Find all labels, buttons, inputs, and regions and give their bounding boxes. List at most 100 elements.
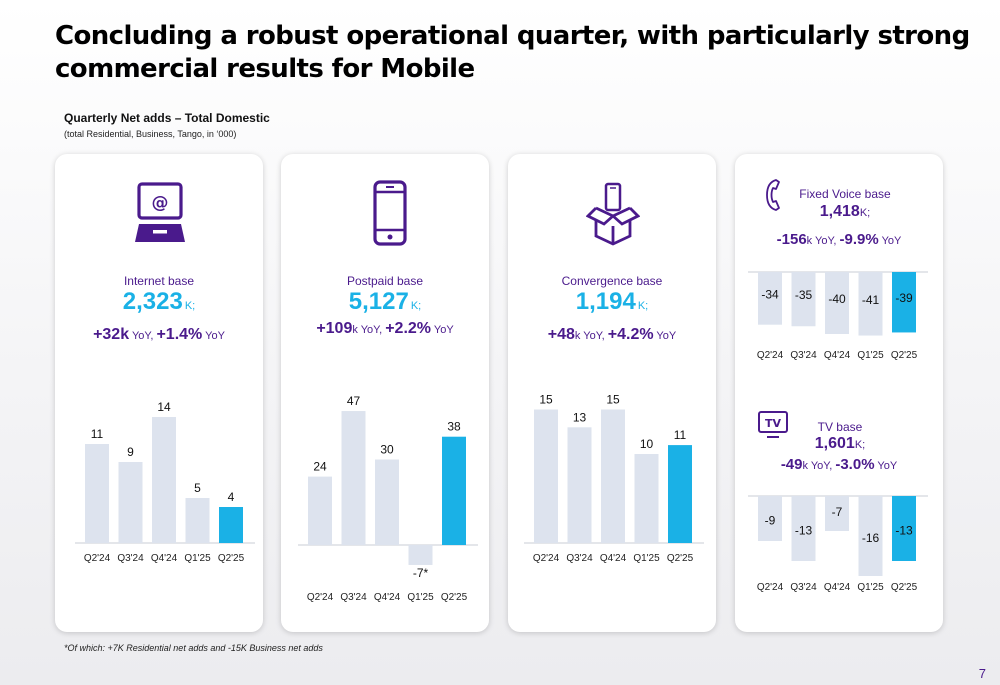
category-label: Q1'25 xyxy=(407,592,434,603)
bar-Q424 xyxy=(825,272,849,334)
internet-base-label: Internet base xyxy=(123,274,195,288)
postpaid-base-label: Postpaid base xyxy=(346,274,424,288)
svg-text:TV: TV xyxy=(765,417,782,430)
category-label: Q3'24 xyxy=(790,350,817,361)
value-label: -13 xyxy=(895,524,913,538)
category-label: Q2'25 xyxy=(667,553,694,564)
bar-Q225 xyxy=(892,272,916,333)
category-label: Q4'24 xyxy=(824,350,851,361)
bar-Q225 xyxy=(219,507,243,543)
bar-Q324 xyxy=(791,272,816,327)
convergence-net-adds-chart: 15 Q2'24 13 Q3'24 15 Q4'24 10 Q1'25 11 Q2'25 xyxy=(524,393,704,564)
svg-text:@: @ xyxy=(152,193,169,213)
postpaid-base-value: 5,127 K; xyxy=(348,288,422,315)
value-label: -41 xyxy=(862,293,880,307)
category-label: Q4'24 xyxy=(824,582,851,593)
category-label: Q2'25 xyxy=(218,553,245,564)
phone-icon xyxy=(765,178,781,217)
bar-Q125 xyxy=(408,545,433,565)
value-label: -7* xyxy=(413,566,429,580)
voice-yoy: -156k YoY, -9.9% YoY xyxy=(776,231,902,248)
bar-Q424 xyxy=(601,409,625,543)
value-label: 13 xyxy=(573,410,587,424)
category-label: Q3'24 xyxy=(340,592,367,603)
section-subnote: (total Residential, Business, Tango, in … xyxy=(64,129,237,139)
bar-Q125 xyxy=(858,496,883,576)
bar-Q324 xyxy=(791,496,816,561)
voice-base-label: Fixed Voice base xyxy=(799,187,891,201)
category-label: Q2'24 xyxy=(84,553,111,564)
bar-Q224 xyxy=(308,476,332,545)
category-label: Q2'25 xyxy=(891,350,918,361)
value-label: 47 xyxy=(347,394,361,408)
convergence-card: Convergence base 1,194 K; +48k YoY, +4.2%… xyxy=(508,154,716,632)
value-label: -34 xyxy=(761,287,779,301)
postpaid-yoy: +109k YoY, +2.2% YoY xyxy=(316,320,454,337)
bar-Q225 xyxy=(442,436,466,545)
bar-Q125 xyxy=(858,272,883,336)
bar-Q424 xyxy=(152,417,176,543)
tv-base-label: TV base xyxy=(817,420,863,434)
voice-net-adds-chart: -34 Q2'24 -35 Q3'24 -40 Q4'24 -41 Q1'25 -39 Q2'25 xyxy=(748,271,928,361)
bar-Q225 xyxy=(668,445,692,543)
value-label: -39 xyxy=(895,291,913,305)
value-label: -40 xyxy=(828,292,846,306)
internet-net-adds-chart: 11 Q2'24 9 Q3'24 14 Q4'24 5 Q1'25 4 Q2'25 xyxy=(75,400,255,564)
category-label: Q4'24 xyxy=(151,553,178,564)
bar-Q424 xyxy=(375,459,399,545)
category-label: Q3'24 xyxy=(790,582,817,593)
value-label: 4 xyxy=(228,490,235,504)
category-label: Q1'25 xyxy=(857,582,884,593)
value-label: 15 xyxy=(606,393,620,407)
tv-base-value: 1,601K; xyxy=(814,435,866,452)
voice-base-value: 1,418K; xyxy=(819,203,871,220)
value-label: -9 xyxy=(765,514,776,528)
convergence-base-value: 1,194 K; xyxy=(575,288,649,315)
bar-Q324 xyxy=(118,462,143,543)
bar-Q224 xyxy=(534,409,558,543)
category-label: Q1'25 xyxy=(633,553,660,564)
category-label: Q2'25 xyxy=(891,582,918,593)
internet-base-value: 2,323 K; xyxy=(122,288,196,315)
category-label: Q2'24 xyxy=(307,592,334,603)
value-label: -35 xyxy=(795,288,813,302)
smartphone-icon xyxy=(373,180,407,251)
category-label: Q1'25 xyxy=(184,553,211,564)
category-label: Q2'24 xyxy=(533,553,560,564)
category-label: Q1'25 xyxy=(857,350,884,361)
value-label: 15 xyxy=(539,393,553,407)
category-label: Q2'25 xyxy=(441,592,468,603)
bar-Q324 xyxy=(341,411,366,545)
value-label: 14 xyxy=(157,400,171,414)
value-label: -7 xyxy=(832,505,843,519)
category-label: Q2'24 xyxy=(757,582,784,593)
value-label: 11 xyxy=(91,427,104,441)
convergence-base-label: Convergence base xyxy=(561,274,663,288)
value-label: -13 xyxy=(795,524,813,538)
category-label: Q4'24 xyxy=(374,592,401,603)
value-label: -16 xyxy=(862,531,880,545)
section-subtitle: Quarterly Net adds – Total Domestic xyxy=(64,111,270,125)
tv-icon: TV xyxy=(757,410,789,445)
tv-yoy: -49k YoY, -3.0% YoY xyxy=(780,456,898,473)
bar-Q324 xyxy=(567,427,592,543)
internet-card: @ Internet base 2,323 K; +32k YoY, +1.4% … xyxy=(55,154,263,632)
value-label: 5 xyxy=(194,481,201,495)
value-label: 24 xyxy=(313,460,327,474)
box-phone-icon xyxy=(585,182,641,251)
bar-Q224 xyxy=(85,444,109,543)
bar-Q225 xyxy=(892,496,916,561)
category-label: Q4'24 xyxy=(600,553,627,564)
value-label: 9 xyxy=(127,445,134,459)
postpaid-card: Postpaid base 5,127 K; +109k YoY, +2.2% Y… xyxy=(281,154,489,632)
postpaid-net-adds-chart: 24 Q2'24 47 Q3'24 30 Q4'24 -7* Q1'25 38 Q2'25 xyxy=(298,394,478,603)
value-label: 38 xyxy=(447,420,461,434)
category-label: Q3'24 xyxy=(566,553,593,564)
laptop-icon: @ xyxy=(135,182,185,251)
tv-net-adds-chart: -9 Q2'24 -13 Q3'24 -7 Q4'24 -16 Q1'25 -13 Q2'25 xyxy=(748,495,928,593)
category-label: Q3'24 xyxy=(117,553,144,564)
bar-Q424 xyxy=(825,496,849,531)
page-number: 7 xyxy=(978,666,986,681)
internet-yoy: +32k YoY, +1.4% YoY xyxy=(93,326,225,343)
page-title: Concluding a robust operational quarter,… xyxy=(55,21,970,84)
